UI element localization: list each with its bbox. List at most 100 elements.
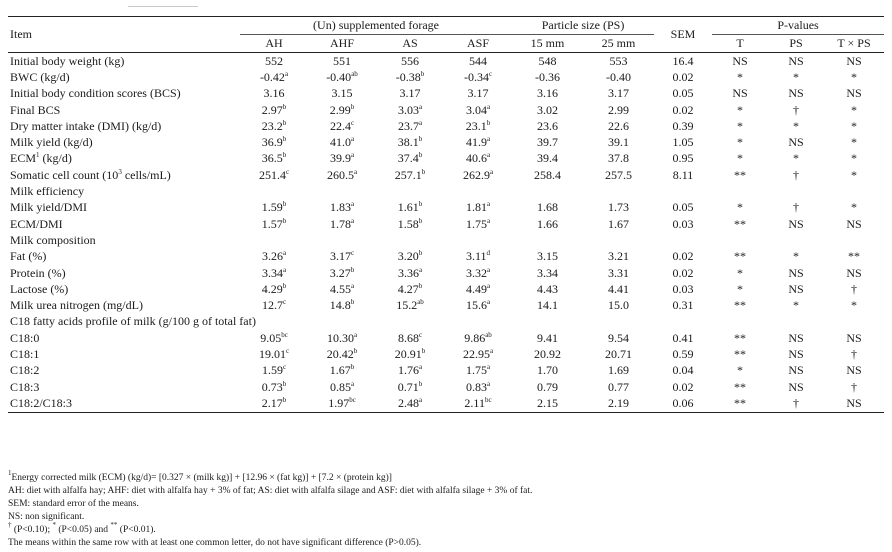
p-value-t: * — [737, 363, 744, 378]
p-value-txps: NS — [846, 53, 862, 68]
value-cell: 3.26a — [240, 249, 308, 265]
section-label: Milk efficiency — [10, 184, 85, 199]
value-cell: 2.11bc — [444, 395, 513, 413]
significance-letter: a — [353, 330, 358, 339]
significance-letter: a — [486, 265, 491, 274]
value-cell: 20.42b — [308, 346, 376, 362]
value-cell: 1.97bc — [308, 395, 376, 413]
value-cell: 553 — [583, 53, 654, 70]
sem-cell: 0.39 — [672, 118, 694, 133]
value-number: 3.17 — [399, 86, 421, 101]
value-number: 2.97 — [261, 102, 283, 117]
row-label: Milk yield (kg/d) — [8, 134, 240, 150]
value-cell: 556 — [376, 53, 444, 70]
value-cell: 1.57b — [240, 216, 308, 232]
value-number: 3.34 — [537, 265, 559, 280]
value-cell: 39.9a — [308, 151, 376, 167]
value-cell: 3.36a — [376, 265, 444, 281]
p-value-txps: NS — [846, 86, 862, 101]
significance-letter: d — [486, 249, 491, 258]
row-label: Protein (%) — [8, 265, 240, 281]
value-cell: -0.34c — [444, 69, 512, 85]
p-value-t: NS — [732, 86, 748, 101]
value-cell: 38.1b — [376, 134, 444, 150]
value-number: 3.04 — [465, 102, 487, 117]
value-number: 19.01 — [258, 346, 286, 361]
value-number: 4.55 — [329, 281, 351, 296]
value-number: 0.79 — [537, 379, 559, 394]
value-number: 1.57 — [261, 216, 283, 231]
significance-letter: b — [282, 216, 287, 225]
value-cell: 37.8 — [583, 151, 654, 167]
value-number: 0.77 — [608, 379, 630, 394]
p-value-ps: NS — [788, 86, 804, 101]
p-value-t: * — [737, 151, 744, 166]
significance-letter: b — [418, 379, 423, 388]
p-value-ps: * — [793, 249, 800, 264]
value-number: 553 — [609, 53, 628, 68]
value-cell: 1.59b — [240, 200, 308, 216]
p-value-t: ** — [734, 249, 747, 264]
significance-letter: c — [285, 346, 290, 355]
value-cell: 0.73b — [240, 379, 308, 395]
p-value-txps: * — [851, 118, 858, 133]
value-cell: -0.36 — [512, 69, 583, 85]
row-label: C18:2/C18:3 — [8, 395, 240, 413]
sem-cell: 0.03 — [672, 281, 694, 296]
p-value-t: * — [737, 200, 744, 215]
significance-letter: a — [486, 379, 491, 388]
value-cell: 3.17c — [308, 249, 376, 265]
footnote-letters: The means within the same row with at le… — [8, 538, 422, 548]
p-value-t: * — [737, 102, 744, 117]
significance-letter: c — [350, 118, 355, 127]
value-number: 0.85 — [329, 379, 351, 394]
value-number: 3.11 — [465, 249, 487, 264]
significance-letter: bc — [281, 330, 288, 339]
value-number: 9.54 — [608, 330, 630, 345]
p-value-txps: * — [851, 135, 858, 150]
value-cell: 1.69 — [583, 363, 654, 379]
value-cell: 36.9b — [240, 134, 308, 150]
value-cell: 3.04a — [444, 102, 512, 118]
significance-letter: b — [282, 395, 287, 404]
footnote-ecm-text: Energy corrected milk (ECM) (kg/d)= [0.3… — [11, 473, 392, 483]
table-row: Final BCS 2.97b 2.99b 3.03a 3.04a 3.02 2.99 0.0… — [8, 102, 884, 118]
significance-letter: a — [489, 346, 494, 355]
value-number: 2.15 — [537, 395, 559, 410]
significance-letter: a — [486, 281, 491, 290]
p-value-ps: * — [793, 151, 800, 166]
significance-letter: b — [418, 135, 423, 144]
row-label: C18:1 — [8, 346, 240, 362]
value-cell: 3.15 — [308, 86, 376, 102]
p-value-t: NS — [732, 53, 748, 68]
row-label-text: Initial body weight (kg) — [10, 53, 125, 68]
row-label: ECM1 (kg/d) — [8, 151, 240, 167]
value-cell: 2.48a — [376, 395, 444, 413]
row-label: Lactose (%) — [8, 281, 240, 297]
value-cell: 3.03a — [376, 102, 444, 118]
p-value-txps: * — [851, 167, 858, 182]
value-cell: 9.05bc — [240, 330, 308, 346]
row-label-text: ECM — [10, 151, 37, 166]
value-number: 258.4 — [534, 167, 562, 182]
header-sem: SEM — [654, 16, 713, 53]
value-cell: 20.71 — [583, 346, 654, 362]
value-number: 3.16 — [537, 86, 559, 101]
footnote-diets: AH: diet with alfalfa hay; AHF: diet wit… — [8, 486, 533, 496]
value-cell: 552 — [240, 53, 308, 70]
significance-letter: b — [421, 346, 426, 355]
header-col-25mm: 25 mm — [583, 34, 655, 53]
value-number: 3.17 — [467, 86, 489, 101]
p-value-t: * — [737, 118, 744, 133]
p-value-txps: NS — [846, 330, 862, 345]
p-value-txps: * — [851, 151, 858, 166]
table-body: Initial body weight (kg) 552 551 556 544 548 5… — [8, 53, 885, 413]
value-number: 1.59 — [261, 363, 283, 378]
value-cell: 551 — [308, 53, 376, 70]
value-cell: -0.42a — [240, 69, 308, 85]
significance-letter: a — [418, 363, 423, 372]
value-number: 1.58 — [397, 216, 419, 231]
value-cell: 4.55a — [308, 281, 376, 297]
value-cell: 20.92 — [512, 346, 583, 362]
value-cell: 22.6 — [583, 118, 654, 134]
